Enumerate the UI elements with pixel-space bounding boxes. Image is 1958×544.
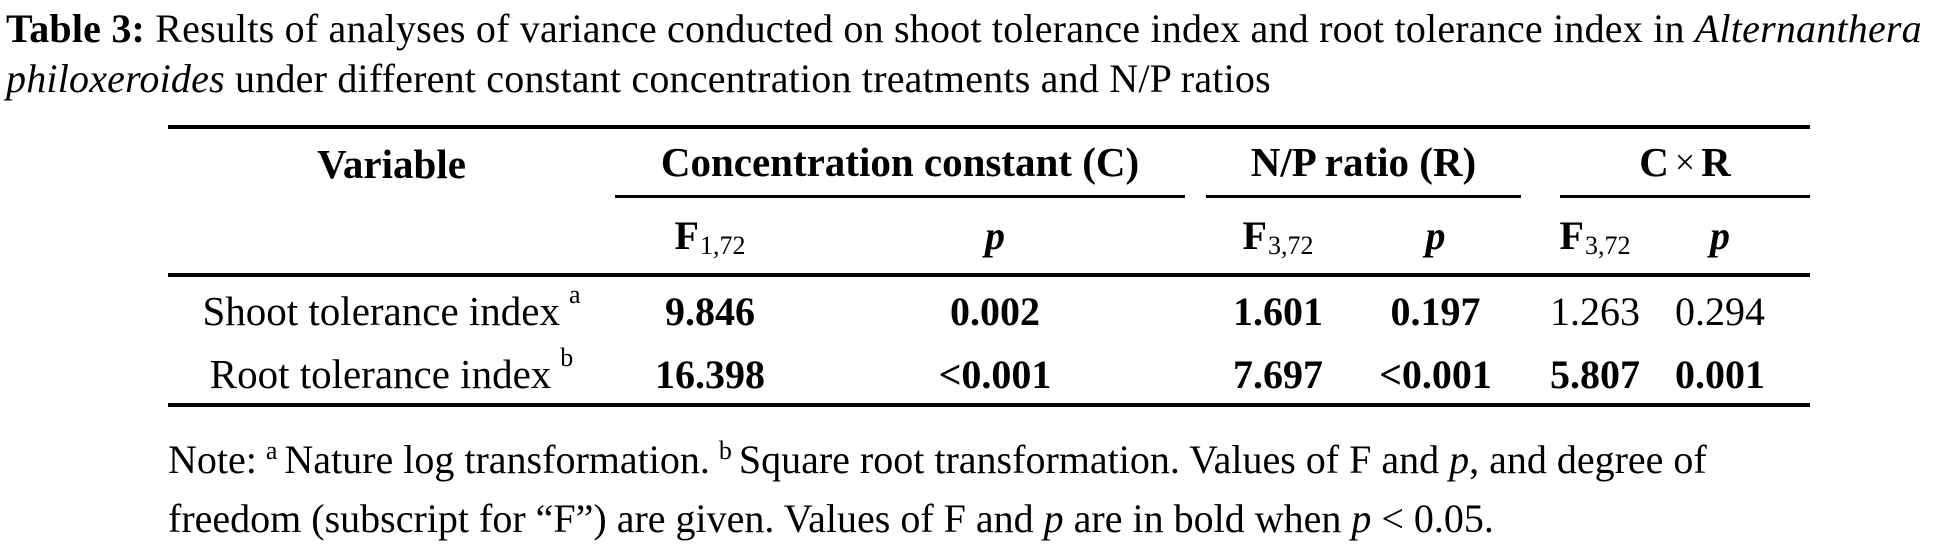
row-gap-1 bbox=[1185, 345, 1206, 403]
caption-line-1: Table 3: Results of analyses of variance… bbox=[6, 4, 1952, 54]
caption-text-2: under different constant concentration t… bbox=[224, 56, 1271, 101]
p-symbol: p bbox=[1351, 496, 1372, 541]
footnote-marker-a: a bbox=[568, 280, 581, 309]
table-row-root-tolerance: Root tolerance index b 16.398 <0.001 7.69… bbox=[168, 343, 1810, 407]
caption-species-genus: Alternanthera bbox=[1694, 6, 1922, 51]
note-line-1: Note: a Nature log transformation. b Square … bbox=[168, 436, 1707, 482]
value-p-c-x-r: 0.294 bbox=[1675, 288, 1765, 334]
group-gap-1 bbox=[1185, 129, 1206, 198]
subheader-p-concentration: p bbox=[985, 213, 1005, 258]
row-label: Root tolerance index b bbox=[209, 343, 574, 397]
subheader-p-c-x-r: p bbox=[1710, 213, 1730, 258]
caption-line-2: philoxeroides under different constant c… bbox=[6, 54, 1952, 104]
value-f-concentration: 16.398 bbox=[655, 351, 765, 397]
value-p-concentration: 0.002 bbox=[950, 288, 1040, 334]
multiplication-sign: × bbox=[1674, 142, 1696, 182]
table-note: Note: a Nature log transformation. b Square … bbox=[168, 433, 1848, 544]
anova-results-table: Variable Concentration constant (C) N/P … bbox=[168, 125, 1810, 407]
note-prefix: Note: bbox=[168, 437, 257, 482]
subheader-row: F 1,72 p F 3,72 p F 3,72 p bbox=[168, 198, 1810, 277]
value-f-np-ratio: 7.697 bbox=[1233, 351, 1323, 397]
subheader-gap-2 bbox=[1521, 198, 1560, 273]
note-line-2: freedom (subscript for “F”) are given. V… bbox=[168, 496, 1494, 541]
value-f-concentration: 9.846 bbox=[665, 288, 755, 334]
f-degrees-of-freedom: 3,72 bbox=[1267, 231, 1314, 260]
row-label: Shoot tolerance index a bbox=[202, 280, 581, 334]
value-p-c-x-r: 0.001 bbox=[1675, 351, 1765, 397]
subheader-gap-1 bbox=[1185, 198, 1206, 273]
p-symbol: p bbox=[1043, 496, 1064, 541]
f-degrees-of-freedom: 1,72 bbox=[699, 231, 746, 260]
col-header-variable: Variable bbox=[317, 140, 466, 187]
table-row-shoot-tolerance: Shoot tolerance index a 9.846 0.002 1.601… bbox=[168, 277, 1810, 345]
col-header-c-x-r: C × R bbox=[1560, 129, 1810, 198]
caption-species-epithet: philoxeroides bbox=[6, 56, 225, 101]
subheader-empty bbox=[168, 198, 615, 273]
group-gap-2 bbox=[1521, 129, 1560, 198]
value-f-np-ratio: 1.601 bbox=[1233, 288, 1323, 334]
group-header-row: Variable Concentration constant (C) N/P … bbox=[168, 125, 1810, 198]
p-symbol: p bbox=[1449, 437, 1470, 482]
subheader-f-concentration: F 1,72 bbox=[674, 213, 746, 260]
col-header-np-ratio: N/P ratio (R) bbox=[1206, 129, 1521, 198]
footnote-marker-a: a bbox=[265, 436, 278, 465]
value-p-np-ratio: <0.001 bbox=[1379, 351, 1492, 397]
col-header-concentration-constant: Concentration constant (C) bbox=[615, 129, 1185, 198]
f-degrees-of-freedom: 3,72 bbox=[1584, 231, 1631, 260]
subheader-f-np-ratio: F 3,72 bbox=[1242, 213, 1314, 260]
caption-table-number: Table 3: bbox=[6, 6, 146, 51]
table-caption: Table 3: Results of analyses of variance… bbox=[6, 4, 1952, 104]
row-gap-1 bbox=[1185, 277, 1206, 345]
value-f-c-x-r: 1.263 bbox=[1550, 288, 1640, 334]
value-p-np-ratio: 0.197 bbox=[1390, 288, 1481, 334]
footnote-marker-b: b bbox=[560, 343, 574, 372]
value-f-c-x-r: 5.807 bbox=[1550, 351, 1640, 397]
value-p-concentration: <0.001 bbox=[938, 351, 1052, 397]
subheader-p-np-ratio: p bbox=[1425, 213, 1446, 258]
footnote-marker-b: b bbox=[718, 436, 732, 465]
subheader-f-c-x-r: F 3,72 bbox=[1559, 213, 1631, 260]
caption-text-1: Results of analyses of variance conducte… bbox=[145, 6, 1695, 51]
